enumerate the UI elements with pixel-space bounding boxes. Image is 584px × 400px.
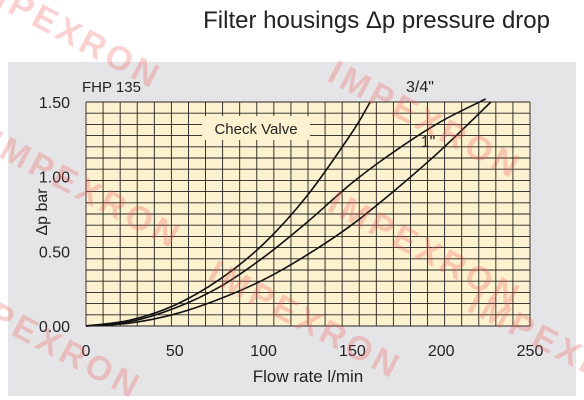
x-axis-label: Flow rate l/min xyxy=(253,367,364,386)
curve-series-1 xyxy=(85,98,486,327)
y-tick-label: 1.50 xyxy=(39,95,70,112)
y-tick-label: 0.00 xyxy=(39,319,70,336)
annotation-box xyxy=(202,116,310,140)
product-label: FHP 135 xyxy=(82,79,141,96)
x-tick-label: 250 xyxy=(517,343,544,360)
y-axis-label: Δp bar xyxy=(34,188,51,236)
x-tick-label: 150 xyxy=(339,343,366,360)
series-label-3-4: 3/4" xyxy=(406,79,434,96)
x-tick-label: 200 xyxy=(428,343,455,360)
check-valve-annotation: Check Valve xyxy=(214,121,297,138)
y-tick-labels: 0.00 0.50 1.00 1.50 xyxy=(39,95,70,336)
x-tick-label: 50 xyxy=(166,343,184,360)
chart-title: Filter housings Δp pressure drop xyxy=(203,7,550,34)
x-tick-label: 100 xyxy=(250,343,277,360)
series-label-1: 1" xyxy=(421,134,436,151)
y-tick-label: 1.00 xyxy=(39,170,70,187)
x-tick-labels: 0 50 100 150 200 250 xyxy=(82,343,544,360)
curve-series-2 xyxy=(85,101,492,327)
y-tick-label: 0.50 xyxy=(39,244,70,261)
x-tick-label: 0 xyxy=(82,343,91,360)
curves xyxy=(85,98,492,327)
curve-series-0 xyxy=(85,101,371,327)
